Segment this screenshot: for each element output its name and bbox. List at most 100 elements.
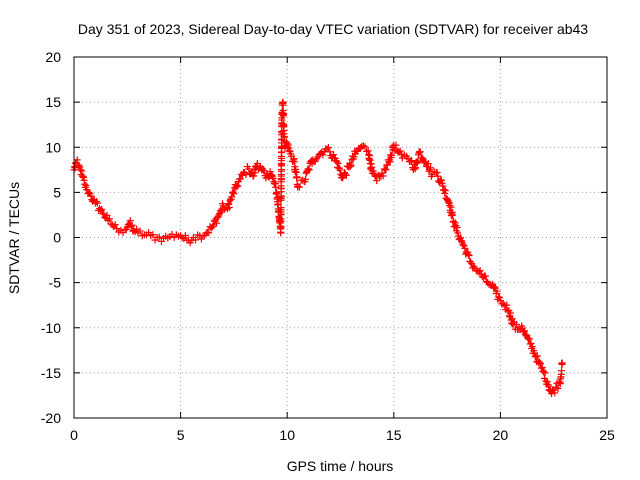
data-point: [104, 216, 112, 224]
data-point: [242, 171, 250, 179]
data-point: [225, 200, 233, 208]
data-point: [127, 222, 135, 230]
data-point: [459, 240, 467, 248]
data-point: [113, 224, 121, 232]
data-point: [279, 99, 287, 107]
data-point: [305, 166, 313, 174]
x-tick-label: 20: [493, 427, 509, 443]
data-point: [461, 244, 469, 252]
data-point: [347, 161, 355, 169]
data-point: [545, 382, 553, 390]
data-point: [532, 353, 540, 361]
y-tick-label: 20: [45, 49, 61, 65]
data-point: [285, 147, 293, 155]
data-points: [70, 98, 566, 398]
data-point: [386, 158, 394, 166]
data-point: [524, 334, 532, 342]
y-tick-label: 5: [53, 184, 61, 200]
data-point: [279, 111, 287, 119]
data-point: [396, 147, 404, 155]
data-point: [293, 173, 301, 181]
y-tick-label: -5: [49, 275, 62, 291]
data-point: [229, 188, 237, 196]
x-tick-label: 25: [599, 427, 615, 443]
data-point: [418, 154, 426, 162]
data-point: [76, 166, 84, 174]
data-point: [336, 166, 344, 174]
data-point: [493, 287, 501, 295]
data-point: [128, 221, 136, 229]
data-point: [416, 148, 424, 156]
data-point: [382, 165, 390, 173]
data-point: [305, 165, 313, 173]
data-point: [527, 339, 535, 347]
data-point: [180, 235, 188, 243]
data-point: [397, 150, 405, 158]
x-tick-label: 5: [177, 427, 185, 443]
data-point: [392, 141, 400, 149]
data-point: [490, 283, 498, 291]
data-point: [449, 211, 457, 219]
data-point: [75, 161, 83, 169]
data-point: [361, 143, 369, 151]
grid-lines: [74, 57, 607, 418]
data-point: [155, 233, 163, 241]
data-point: [507, 309, 515, 317]
data-point: [253, 159, 261, 167]
data-point: [440, 186, 448, 194]
x-tick-label: 0: [70, 427, 78, 443]
data-point: [87, 192, 95, 200]
data-point: [350, 153, 358, 161]
data-point: [525, 335, 533, 343]
data-point: [554, 385, 562, 393]
data-point: [197, 235, 205, 243]
data-point: [205, 229, 213, 237]
data-point: [78, 167, 86, 175]
data-point: [236, 175, 244, 183]
data-point: [464, 251, 472, 259]
data-point: [149, 231, 157, 239]
data-point: [433, 169, 441, 177]
data-point: [133, 225, 141, 233]
data-point: [277, 204, 285, 212]
data-point: [476, 267, 484, 275]
data-point: [512, 320, 520, 328]
data-point: [434, 172, 442, 180]
data-point: [481, 272, 489, 280]
data-point: [111, 221, 119, 229]
data-point: [326, 148, 334, 156]
data-point: [467, 258, 475, 266]
data-point: [373, 177, 381, 185]
data-point: [266, 168, 274, 176]
data-point: [453, 224, 461, 232]
data-point: [558, 359, 566, 367]
y-tick-label: -15: [41, 365, 61, 381]
x-tick-label: 15: [386, 427, 402, 443]
data-point: [359, 142, 367, 150]
data-point: [536, 358, 544, 366]
data-point: [333, 158, 341, 166]
data-point: [465, 252, 473, 260]
data-point: [536, 360, 544, 368]
data-point: [319, 151, 327, 159]
data-point: [535, 359, 543, 367]
data-point: [301, 175, 309, 183]
data-point: [558, 367, 566, 375]
data-point: [100, 210, 108, 218]
data-point: [427, 164, 435, 172]
data-point: [454, 229, 462, 237]
data-point: [294, 182, 302, 190]
data-point: [457, 237, 465, 245]
data-point: [503, 301, 511, 309]
data-point: [421, 159, 429, 167]
data-point: [541, 369, 549, 377]
data-point: [324, 144, 332, 152]
data-point: [106, 215, 114, 223]
data-point: [424, 160, 432, 168]
data-point: [290, 158, 298, 166]
data-point: [81, 180, 89, 188]
y-axis: -20 -15 -10 -5 0 5 10 15 20: [41, 49, 607, 426]
data-point: [342, 171, 350, 179]
y-tick-label: -10: [41, 320, 61, 336]
